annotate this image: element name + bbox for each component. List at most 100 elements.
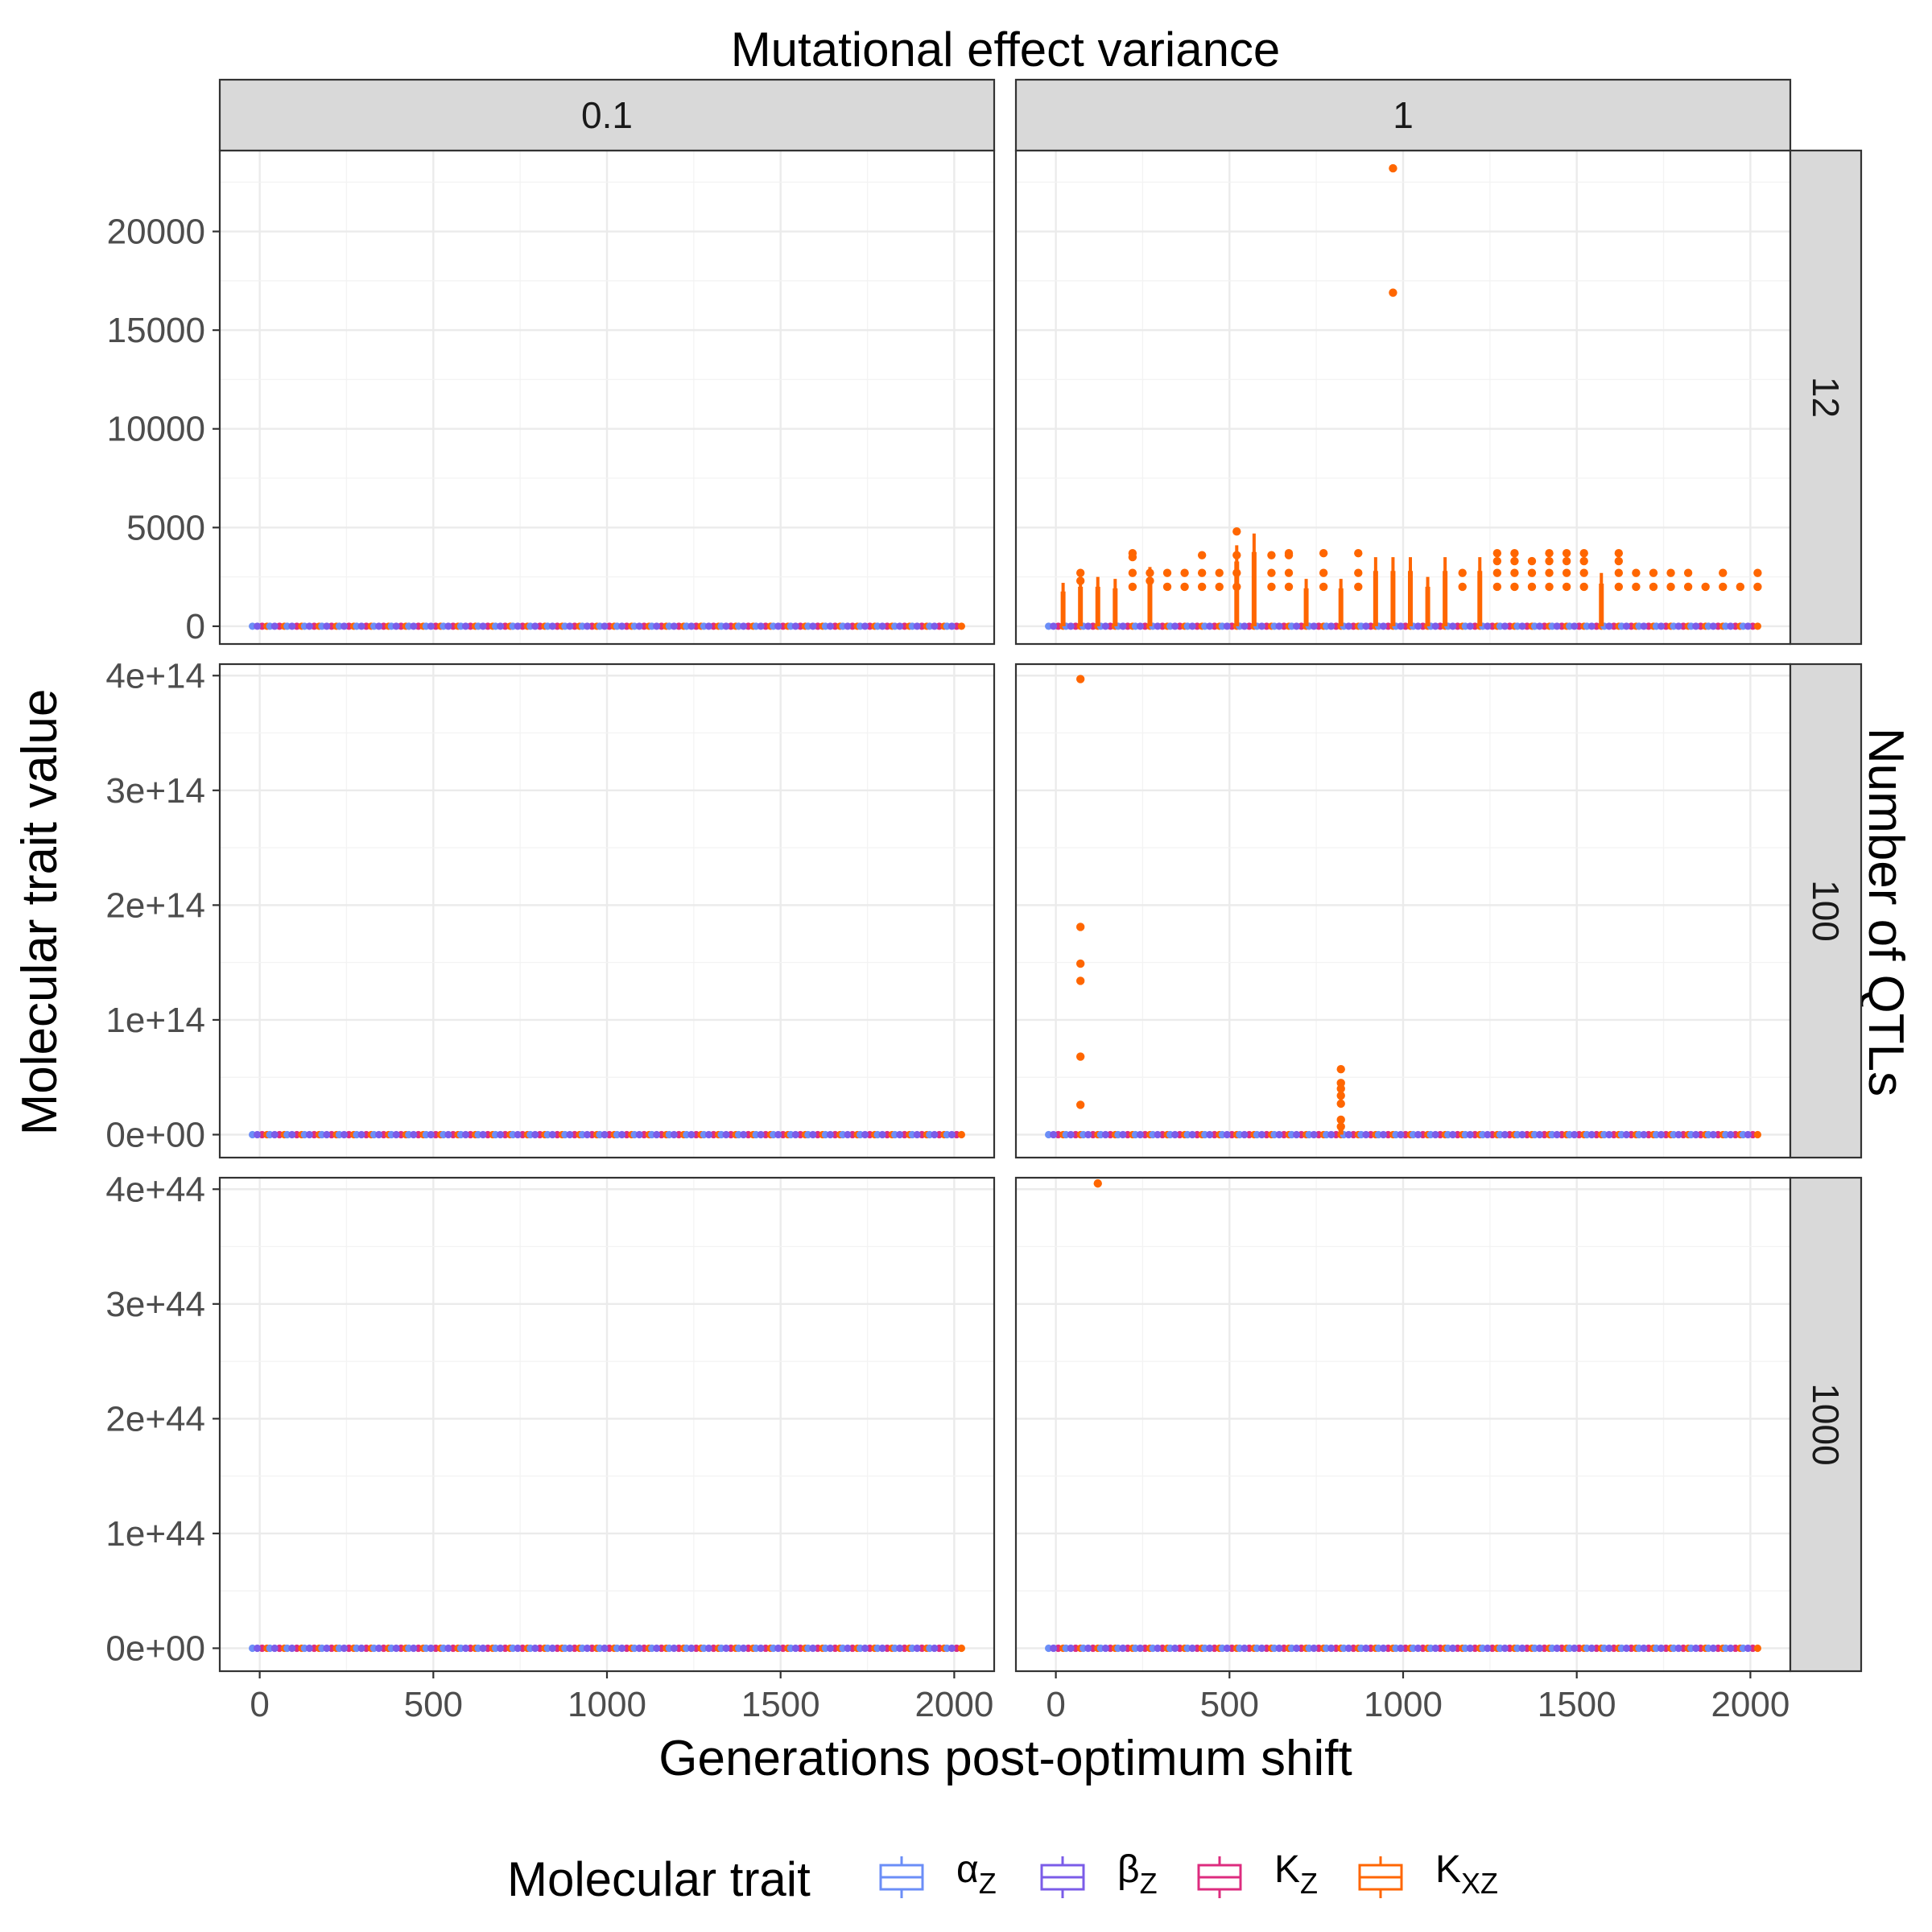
box-baseline-point — [1241, 1644, 1249, 1653]
box-baseline-point — [896, 1130, 904, 1139]
box-baseline-point — [548, 1130, 556, 1139]
outlier-point — [1614, 549, 1624, 558]
box-baseline-point — [1587, 1130, 1596, 1139]
box-baseline-point — [1397, 1644, 1405, 1653]
box-baseline-point — [374, 1644, 383, 1653]
box-baseline-point — [410, 622, 418, 630]
box-baseline-point — [444, 622, 452, 630]
outlier-point — [1614, 556, 1624, 566]
legend-label: KXZ — [1435, 1848, 1498, 1900]
box-baseline-point — [1206, 1130, 1214, 1139]
box-baseline-point — [1241, 1130, 1249, 1139]
box-baseline-point — [1709, 1644, 1717, 1653]
outlier-point — [1354, 549, 1363, 558]
box-baseline-point — [1050, 1130, 1058, 1139]
outlier-point — [1284, 568, 1294, 577]
box-baseline-point — [1101, 1130, 1109, 1139]
box-baseline-point — [1379, 1644, 1388, 1653]
box-baseline-point — [1674, 1130, 1682, 1139]
box-baseline-point — [1310, 622, 1318, 630]
outlier-point — [1510, 568, 1519, 577]
box-baseline-point — [704, 622, 713, 630]
outlier-point — [1267, 582, 1276, 592]
outlier-point — [1215, 568, 1224, 577]
box-baseline-point — [1553, 1644, 1561, 1653]
y-tick-label: 1e+14 — [105, 1001, 205, 1040]
box-baseline-point — [1188, 1130, 1196, 1139]
box-baseline-point — [496, 1644, 505, 1653]
box-baseline-point — [496, 1130, 505, 1139]
box-baseline-point — [1692, 1644, 1700, 1653]
row-strip-label: 100 — [1805, 880, 1847, 942]
box-baseline-point — [1084, 1130, 1092, 1139]
box-baseline-point — [288, 622, 296, 630]
box-baseline-point — [757, 622, 765, 630]
outlier-point — [1267, 551, 1276, 559]
outlier-point — [1510, 582, 1519, 592]
box-baseline-point — [617, 622, 626, 630]
box-baseline-point — [826, 1130, 835, 1139]
box-baseline-point — [878, 622, 886, 630]
box-baseline-point — [896, 1644, 904, 1653]
outlier-point — [1093, 1179, 1102, 1188]
outlier-point — [1197, 568, 1207, 577]
box-baseline-point — [392, 1130, 400, 1139]
box-baseline-point — [774, 1644, 782, 1653]
box-baseline-point — [1414, 1644, 1422, 1653]
box-baseline-point — [1362, 1644, 1370, 1653]
box-baseline-point — [548, 622, 556, 630]
outlier-point — [1128, 582, 1137, 592]
outlier-point — [1614, 568, 1624, 577]
box-baseline-point — [739, 622, 748, 630]
box-baseline-point — [1744, 1130, 1752, 1139]
y-tick-label: 4e+14 — [105, 656, 205, 696]
y-tick-label: 10000 — [107, 410, 205, 449]
x-tick-label: 500 — [404, 1685, 463, 1724]
box-baseline-point — [374, 622, 383, 630]
box-baseline-point — [479, 1130, 487, 1139]
box-baseline-point — [931, 1130, 939, 1139]
box-baseline-point — [1067, 1644, 1075, 1653]
box-baseline-point — [947, 1130, 956, 1139]
outlier-point — [1527, 568, 1537, 577]
box-baseline-point — [1050, 1644, 1058, 1653]
box-baseline-point — [617, 1644, 626, 1653]
box-baseline-point — [809, 1130, 817, 1139]
legend-label-subscript: Z — [979, 1867, 997, 1900]
box-baseline-point — [670, 622, 678, 630]
box-baseline-point — [913, 1130, 921, 1139]
box-body — [1477, 571, 1483, 626]
outlier-point — [1319, 568, 1328, 577]
box-baseline-point — [1344, 1644, 1352, 1653]
box-baseline-point — [1050, 622, 1058, 630]
box-baseline-point — [1170, 1644, 1179, 1653]
box-baseline-point — [1154, 1130, 1162, 1139]
box-baseline-point — [635, 1644, 643, 1653]
axes-layer: 050001000015000200000e+001e+142e+143e+14… — [105, 213, 1790, 1724]
box-body — [1060, 591, 1066, 626]
box-baseline-point — [1727, 1130, 1735, 1139]
box-baseline-point — [1466, 1644, 1474, 1653]
box-baseline-point — [1223, 1644, 1231, 1653]
box-baseline-point — [444, 1644, 452, 1653]
box-baseline-point — [1292, 1130, 1301, 1139]
box-baseline-point — [392, 1644, 400, 1653]
box-baseline-point — [566, 1644, 574, 1653]
box-baseline-point — [844, 1644, 852, 1653]
col-strip — [218, 78, 996, 152]
box-baseline-point — [496, 622, 505, 630]
outlier-point — [1579, 568, 1588, 577]
outlier-point — [1284, 549, 1294, 558]
box-baseline-point — [1657, 1130, 1666, 1139]
box-baseline-point — [357, 1644, 365, 1653]
box-baseline-point — [1084, 622, 1092, 630]
outlier-point — [1527, 582, 1537, 592]
legend-label: KZ — [1274, 1848, 1318, 1900]
outlier-point — [1562, 568, 1571, 577]
box-baseline-point — [1622, 1644, 1631, 1653]
x-tick-label: 500 — [1200, 1685, 1259, 1724]
box-body — [1234, 561, 1240, 626]
box-baseline-point — [1327, 1130, 1335, 1139]
y-tick-label: 0e+00 — [105, 1629, 205, 1668]
box-baseline-point — [635, 622, 643, 630]
